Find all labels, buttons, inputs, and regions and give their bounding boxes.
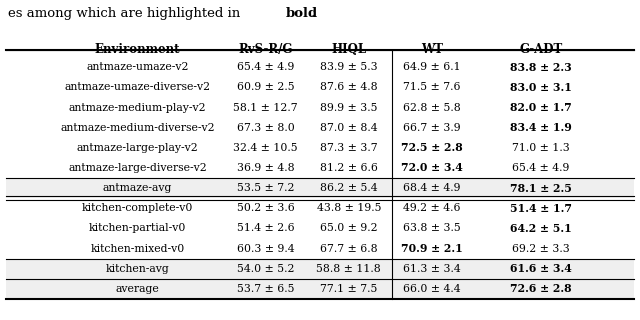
Text: G-ADT: G-ADT xyxy=(519,43,563,56)
Text: es among which are highlighted in: es among which are highlighted in xyxy=(8,7,244,20)
Text: 72.5 ± 2.8: 72.5 ± 2.8 xyxy=(401,142,463,153)
Text: antmaze-medium-diverse-v2: antmaze-medium-diverse-v2 xyxy=(60,123,215,133)
Text: 66.7 ± 3.9: 66.7 ± 3.9 xyxy=(403,123,461,133)
Text: kitchen-partial-v0: kitchen-partial-v0 xyxy=(89,223,186,234)
Text: 36.9 ± 4.8: 36.9 ± 4.8 xyxy=(237,163,294,173)
Text: 78.1 ± 2.5: 78.1 ± 2.5 xyxy=(510,183,572,194)
Text: 83.8 ± 2.3: 83.8 ± 2.3 xyxy=(510,62,572,73)
Text: 89.9 ± 3.5: 89.9 ± 3.5 xyxy=(320,102,378,113)
Text: 54.0 ± 5.2: 54.0 ± 5.2 xyxy=(237,264,294,274)
FancyBboxPatch shape xyxy=(6,178,634,198)
Text: antmaze-large-diverse-v2: antmaze-large-diverse-v2 xyxy=(68,163,207,173)
Text: 69.2 ± 3.3: 69.2 ± 3.3 xyxy=(512,244,570,254)
Text: 60.3 ± 9.4: 60.3 ± 9.4 xyxy=(237,244,294,254)
Text: kitchen-complete-v0: kitchen-complete-v0 xyxy=(82,203,193,213)
Text: 51.4 ± 2.6: 51.4 ± 2.6 xyxy=(237,223,294,234)
Text: 83.4 ± 1.9: 83.4 ± 1.9 xyxy=(510,122,572,133)
Text: 83.0 ± 3.1: 83.0 ± 3.1 xyxy=(510,82,572,93)
Text: kitchen-avg: kitchen-avg xyxy=(106,264,170,274)
Text: 60.9 ± 2.5: 60.9 ± 2.5 xyxy=(237,82,294,92)
Text: 65.4 ± 4.9: 65.4 ± 4.9 xyxy=(512,163,570,173)
Text: .: . xyxy=(310,7,315,20)
Text: antmaze-umaze-v2: antmaze-umaze-v2 xyxy=(86,62,189,72)
Text: 61.3 ± 3.4: 61.3 ± 3.4 xyxy=(403,264,461,274)
Text: 87.6 ± 4.8: 87.6 ± 4.8 xyxy=(320,82,378,92)
Text: 43.8 ± 19.5: 43.8 ± 19.5 xyxy=(317,203,381,213)
Text: RvS-R/G: RvS-R/G xyxy=(239,43,292,56)
Text: 72.6 ± 2.8: 72.6 ± 2.8 xyxy=(510,284,572,294)
Text: 81.2 ± 6.6: 81.2 ± 6.6 xyxy=(320,163,378,173)
Text: antmaze-medium-play-v2: antmaze-medium-play-v2 xyxy=(68,102,207,113)
Text: 51.4 ± 1.7: 51.4 ± 1.7 xyxy=(510,203,572,214)
Text: 49.2 ± 4.6: 49.2 ± 4.6 xyxy=(403,203,461,213)
Text: antmaze-umaze-diverse-v2: antmaze-umaze-diverse-v2 xyxy=(65,82,211,92)
Text: HIQL: HIQL xyxy=(332,43,366,56)
Text: 63.8 ± 3.5: 63.8 ± 3.5 xyxy=(403,223,461,234)
Text: 53.7 ± 6.5: 53.7 ± 6.5 xyxy=(237,284,294,294)
Text: antmaze-avg: antmaze-avg xyxy=(103,183,172,193)
Text: bold: bold xyxy=(286,7,318,20)
Text: 70.9 ± 2.1: 70.9 ± 2.1 xyxy=(401,243,463,254)
Text: Environment: Environment xyxy=(95,43,180,56)
Text: 71.0 ± 1.3: 71.0 ± 1.3 xyxy=(512,143,570,153)
Text: 68.4 ± 4.9: 68.4 ± 4.9 xyxy=(403,183,461,193)
Text: 65.4 ± 4.9: 65.4 ± 4.9 xyxy=(237,62,294,72)
Text: 66.0 ± 4.4: 66.0 ± 4.4 xyxy=(403,284,461,294)
Text: 67.7 ± 6.8: 67.7 ± 6.8 xyxy=(320,244,378,254)
Text: 71.5 ± 7.6: 71.5 ± 7.6 xyxy=(403,82,461,92)
Text: 62.8 ± 5.8: 62.8 ± 5.8 xyxy=(403,102,461,113)
Text: 64.2 ± 5.1: 64.2 ± 5.1 xyxy=(510,223,572,234)
Text: 82.0 ± 1.7: 82.0 ± 1.7 xyxy=(510,102,572,113)
Text: 67.3 ± 8.0: 67.3 ± 8.0 xyxy=(237,123,294,133)
Text: 65.0 ± 9.2: 65.0 ± 9.2 xyxy=(320,223,378,234)
Text: average: average xyxy=(116,284,159,294)
Text: 53.5 ± 7.2: 53.5 ± 7.2 xyxy=(237,183,294,193)
Text: 58.1 ± 12.7: 58.1 ± 12.7 xyxy=(234,102,298,113)
Text: 58.8 ± 11.8: 58.8 ± 11.8 xyxy=(316,264,381,274)
Text: kitchen-mixed-v0: kitchen-mixed-v0 xyxy=(90,244,185,254)
Text: WT: WT xyxy=(421,43,443,56)
FancyBboxPatch shape xyxy=(6,279,634,299)
Text: 87.3 ± 3.7: 87.3 ± 3.7 xyxy=(320,143,378,153)
Text: 61.6 ± 3.4: 61.6 ± 3.4 xyxy=(510,263,572,274)
Text: 72.0 ± 3.4: 72.0 ± 3.4 xyxy=(401,163,463,173)
Text: antmaze-large-play-v2: antmaze-large-play-v2 xyxy=(77,143,198,153)
Text: 32.4 ± 10.5: 32.4 ± 10.5 xyxy=(234,143,298,153)
Text: 50.2 ± 3.6: 50.2 ± 3.6 xyxy=(237,203,294,213)
Text: 83.9 ± 5.3: 83.9 ± 5.3 xyxy=(320,62,378,72)
Text: 64.9 ± 6.1: 64.9 ± 6.1 xyxy=(403,62,461,72)
Text: 77.1 ± 7.5: 77.1 ± 7.5 xyxy=(320,284,378,294)
Text: 87.0 ± 8.4: 87.0 ± 8.4 xyxy=(320,123,378,133)
FancyBboxPatch shape xyxy=(6,259,634,279)
Text: 86.2 ± 5.4: 86.2 ± 5.4 xyxy=(320,183,378,193)
